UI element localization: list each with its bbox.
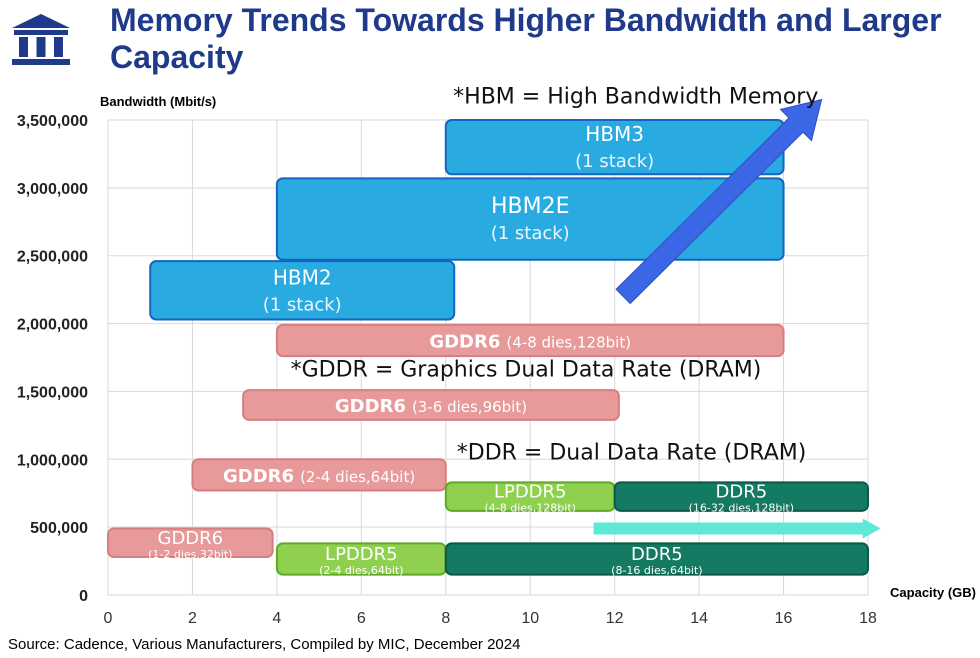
y-tick-label: 0 — [79, 588, 88, 605]
box-name: HBM3 — [585, 122, 644, 146]
box-name: GDDR6 — [158, 528, 224, 549]
annotation: *HBM = High Bandwidth Memory — [453, 85, 818, 110]
box-name: GDDR6 — [429, 332, 500, 353]
box-hbm-2 — [149, 260, 456, 321]
box-sub: (2-4 dies,64bit) — [300, 468, 415, 486]
box-name: GDDR6 — [223, 466, 294, 487]
x-tick-label: 4 — [272, 610, 281, 627]
x-tick-label: 2 — [188, 610, 197, 627]
box-gddr-6 — [107, 527, 274, 558]
y-tick-label: 3,000,000 — [17, 181, 88, 198]
box-sub: (8-16 dies,64bit) — [611, 564, 702, 577]
box-ddr-10 — [444, 542, 869, 576]
box-name: GDDR6 — [335, 396, 406, 417]
box-gddr-3 — [275, 323, 785, 358]
box-sub: (1 stack) — [575, 151, 654, 172]
box-sub: (4-8 dies,128bit) — [485, 502, 576, 515]
source-note: Source: Cadence, Various Manufacturers, … — [8, 636, 521, 653]
x-tick-label: 8 — [441, 610, 450, 627]
trend-arrow-hbm-icon — [615, 98, 823, 305]
annotation: *GDDR = Graphics Dual Data Rate (DRAM) — [291, 358, 762, 383]
y-tick-label: 2,000,000 — [17, 317, 88, 334]
y-tick-label: 500,000 — [30, 520, 88, 537]
x-tick-label: 0 — [104, 610, 113, 627]
page-title: Memory Trends Towards Higher Bandwidth a… — [110, 2, 942, 75]
box-sub: (3-6 dies,96bit) — [412, 398, 527, 416]
box-name: HBM2E — [491, 194, 570, 219]
y-tick-label: 3,500,000 — [17, 113, 88, 130]
box-label-3: GDDR6 (4-8 dies,128bit) — [429, 332, 631, 353]
box-sub: (1-2 dies,32bit) — [148, 548, 232, 561]
box-sub: (4-8 dies,128bit) — [506, 334, 631, 352]
box-sub: (16-32 dies,128bit) — [689, 502, 794, 515]
y-tick-label: 1,500,000 — [17, 384, 88, 401]
box-name: LPDDR5 — [325, 544, 398, 565]
box-name: LPDDR5 — [494, 482, 567, 503]
x-axis-label: Capacity (GB) — [890, 585, 976, 600]
x-tick-label: 16 — [775, 610, 793, 627]
box-hbm-1 — [275, 177, 785, 261]
box-name: DDR5 — [631, 544, 683, 565]
box-sub: (1 stack) — [263, 294, 342, 315]
y-tick-label: 2,500,000 — [17, 249, 88, 266]
box-name: HBM2 — [273, 265, 332, 289]
box-label-5: GDDR6 (2-4 dies,64bit) — [223, 466, 415, 487]
institute-logo-icon — [12, 14, 70, 65]
box-sub: (1 stack) — [491, 223, 570, 244]
x-tick-label: 10 — [521, 610, 539, 627]
x-tick-label: 6 — [357, 610, 366, 627]
y-axis-label: Bandwidth (Mbit/s) — [100, 94, 216, 109]
box-gddr-5 — [191, 458, 447, 492]
x-tick-label: 14 — [690, 610, 708, 627]
box-label-4: GDDR6 (3-6 dies,96bit) — [335, 396, 527, 417]
y-tick-label: 1,000,000 — [17, 452, 88, 469]
box-ddr-8 — [613, 481, 870, 512]
box-sub: (2-4 dies,64bit) — [319, 564, 403, 577]
annotation: *DDR = Dual Data Rate (DRAM) — [457, 440, 807, 465]
x-tick-label: 18 — [859, 610, 877, 627]
box-gddr-4 — [242, 389, 620, 421]
trend-arrow-ddr-icon — [593, 518, 881, 539]
x-tick-label: 12 — [606, 610, 624, 627]
box-name: DDR5 — [715, 482, 767, 503]
